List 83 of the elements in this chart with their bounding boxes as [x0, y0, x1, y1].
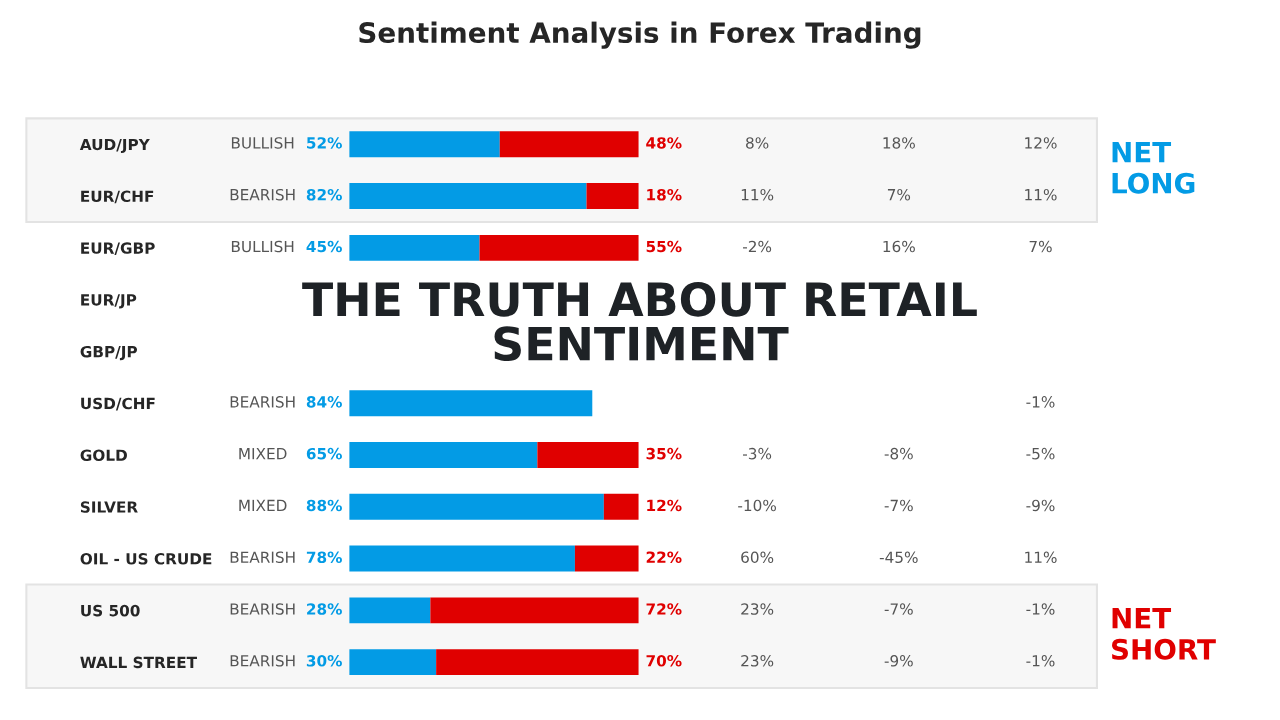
bar	[436, 649, 639, 676]
bar	[349, 390, 593, 417]
text: -5%	[1026, 447, 1055, 460]
text: -1%	[1026, 396, 1055, 408]
data-label: 28%	[307, 603, 342, 615]
text: -1%	[1026, 603, 1055, 615]
data-label: 35%	[646, 447, 682, 460]
band-label: NET LONG	[1112, 142, 1195, 194]
y-tick-label: WALL STREET	[80, 656, 197, 669]
y-tick-label: EUR/CHF	[81, 190, 154, 204]
bar	[499, 131, 639, 158]
data-label: 22%	[646, 551, 682, 563]
data-label: 45%	[306, 240, 342, 253]
text: 60%	[741, 551, 774, 563]
text: 18%	[883, 137, 915, 149]
y-tick-label: AUD/JPY	[79, 138, 150, 154]
text: -8%	[884, 447, 913, 460]
y-tick-label: US 500	[81, 604, 140, 617]
text: 11%	[1025, 188, 1057, 201]
data-label: 18%	[647, 188, 682, 201]
bar	[349, 234, 480, 261]
data-label: 52%	[307, 137, 342, 149]
y-tick-label: USD/CHF	[81, 397, 155, 411]
y-tick-label: GBP/JP	[80, 345, 138, 361]
text: 11%	[741, 188, 774, 201]
text: 8%	[746, 137, 769, 149]
bar	[349, 131, 500, 158]
text: BEARISH	[230, 551, 295, 563]
data-label: 82%	[306, 188, 342, 201]
data-label: 48%	[646, 137, 682, 149]
data-label: 65%	[306, 447, 342, 460]
data-label: 88%	[306, 499, 342, 512]
data-label: 55%	[646, 240, 682, 253]
text: -3%	[742, 447, 772, 460]
text: BEARISH	[230, 655, 295, 667]
text: MIXED	[239, 448, 287, 460]
text: -1%	[1026, 655, 1055, 667]
y-tick-label: SILVER	[80, 501, 138, 513]
y-tick-label: EUR/GBP	[81, 242, 155, 256]
text: 23%	[741, 603, 774, 615]
data-label: 78%	[306, 551, 342, 563]
bar	[349, 545, 575, 572]
text: -9%	[884, 655, 913, 667]
band-label: NET SHORT	[1112, 608, 1216, 660]
y-tick-label: GOLD	[80, 449, 127, 462]
text: -10%	[738, 499, 777, 512]
bar	[537, 442, 639, 468]
y-tick-label: OIL - US CRUDE	[80, 553, 212, 565]
text: 12%	[1025, 137, 1057, 149]
bar	[349, 597, 431, 624]
text: MIXED	[239, 499, 287, 511]
bar	[574, 545, 639, 572]
bar	[349, 183, 587, 209]
data-label: 70%	[646, 655, 682, 667]
text: -45%	[879, 551, 918, 563]
text: BEARISH	[230, 603, 295, 615]
text: BULLISH	[231, 137, 294, 149]
bar	[586, 183, 639, 209]
annotation: THE TRUTH ABOUT RETAIL SENTIMENT	[302, 281, 977, 361]
bar	[349, 442, 538, 468]
bar	[603, 493, 639, 520]
data-label: 72%	[646, 603, 682, 615]
text: BEARISH	[230, 188, 295, 201]
data-label: 84%	[306, 396, 342, 408]
text: 11%	[1025, 551, 1057, 563]
data-label: 12%	[647, 499, 682, 512]
text: 16%	[883, 240, 915, 253]
text: 23%	[741, 655, 774, 667]
text: 7%	[887, 188, 911, 201]
text: -2%	[742, 240, 772, 253]
bar	[349, 493, 604, 520]
data-label: 30%	[306, 655, 342, 667]
bar	[479, 234, 639, 261]
y-tick-label: EUR/JP	[81, 294, 137, 309]
text: BULLISH	[231, 240, 294, 253]
bar	[430, 597, 639, 624]
text: 7%	[1029, 240, 1052, 253]
chart-title: Sentiment Analysis in Forex Trading	[359, 21, 921, 49]
text: -9%	[1026, 499, 1055, 512]
text: BEARISH	[230, 396, 295, 408]
text: -7%	[884, 603, 913, 615]
text: -7%	[884, 499, 913, 512]
bar	[349, 649, 437, 676]
